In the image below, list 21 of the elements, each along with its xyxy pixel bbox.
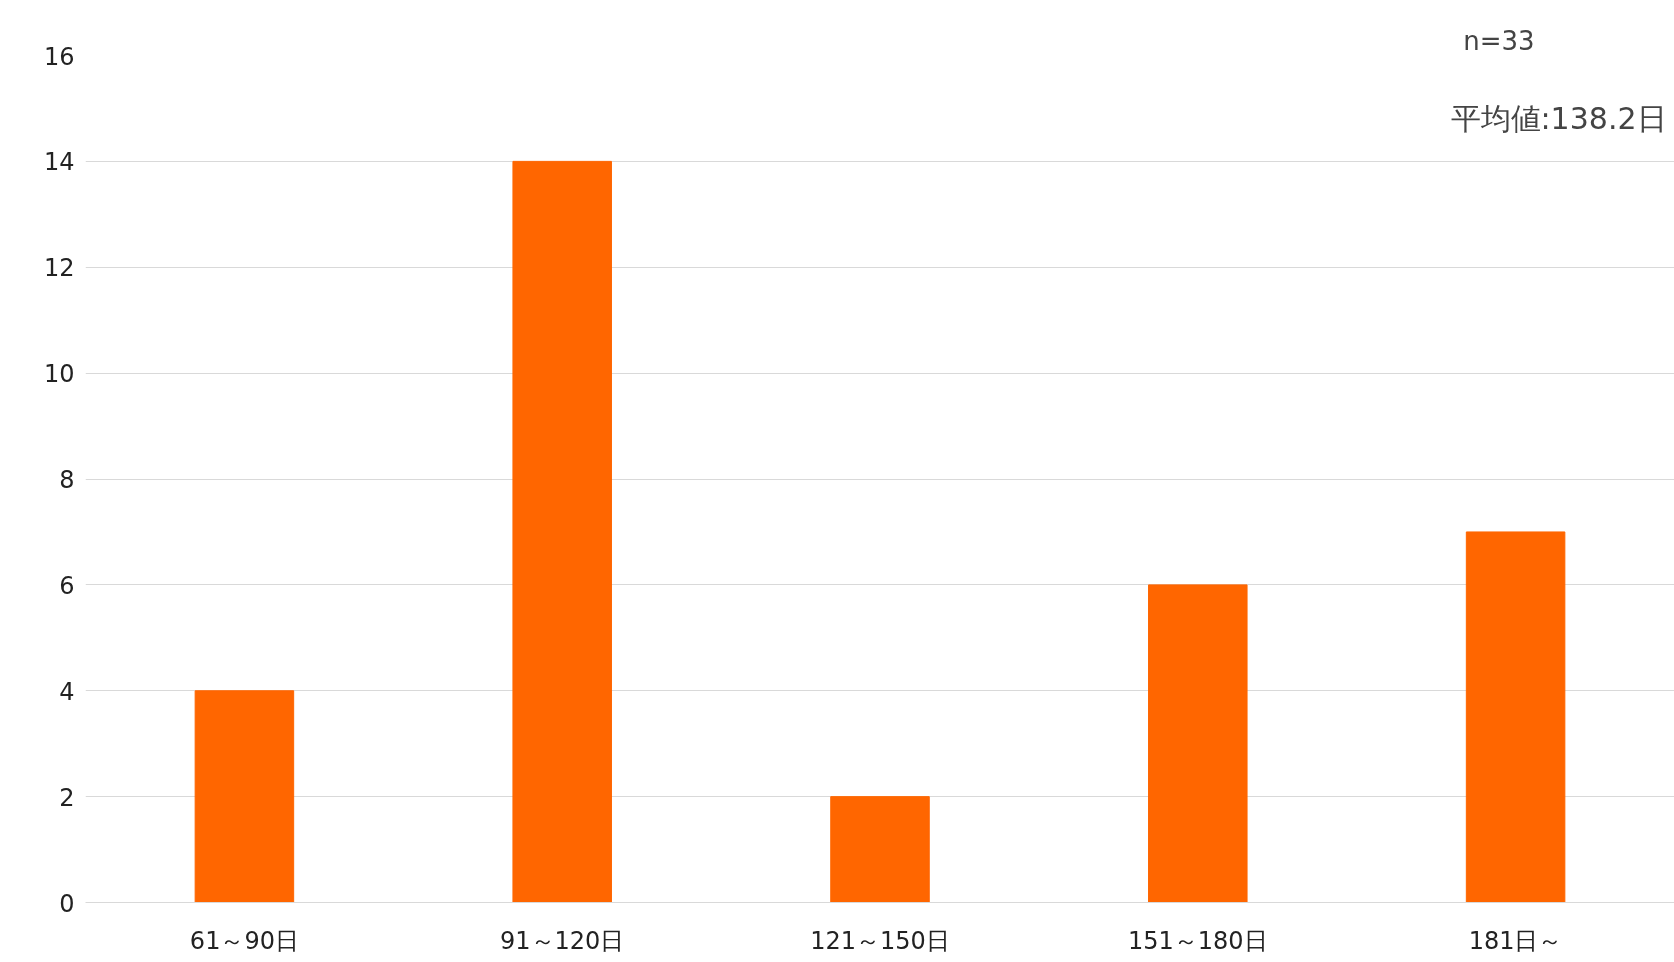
bar bbox=[1148, 584, 1248, 903]
annotation: 平均値:138.2日 bbox=[1450, 100, 1667, 136]
y-tick-label: 6 bbox=[59, 571, 75, 600]
y-tick-label: 2 bbox=[59, 783, 75, 812]
y-tick-label: 4 bbox=[59, 677, 75, 706]
x-tick-label: 181日～ bbox=[1468, 926, 1563, 955]
bar bbox=[512, 160, 612, 903]
x-tick-label: 91～120日 bbox=[500, 926, 625, 955]
x-tick-label: 151～180日 bbox=[1127, 926, 1268, 955]
x-tick-label: 121～150日 bbox=[810, 926, 950, 955]
bar bbox=[1465, 531, 1566, 903]
bar bbox=[194, 690, 295, 903]
text: n=33 bbox=[1463, 25, 1535, 56]
y-tick-label: 14 bbox=[43, 148, 75, 177]
y-tick-label: 10 bbox=[43, 360, 75, 389]
y-tick-label: 0 bbox=[59, 889, 75, 918]
y-tick-label: 12 bbox=[43, 254, 75, 283]
y-tick-label: 8 bbox=[59, 466, 75, 494]
x-tick-label: 61～90日 bbox=[189, 926, 299, 955]
bar bbox=[830, 796, 930, 903]
y-tick-label: 16 bbox=[43, 42, 75, 71]
